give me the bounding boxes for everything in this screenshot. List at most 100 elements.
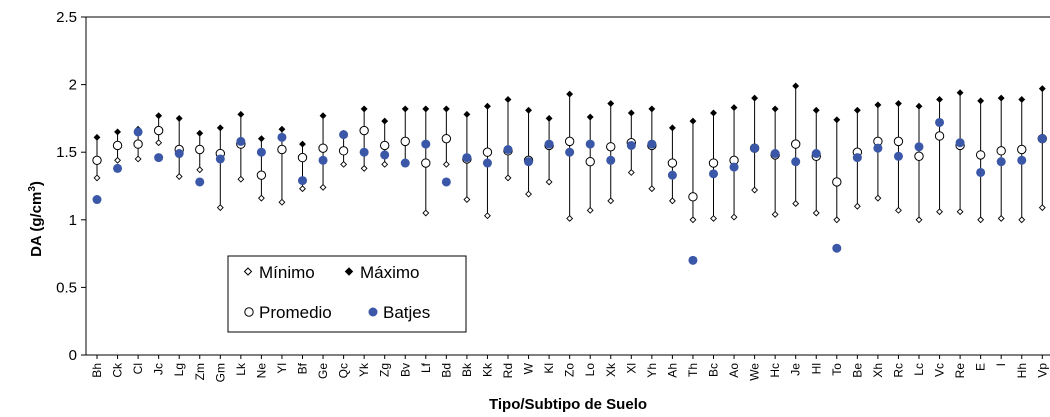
point-maximo: [1018, 96, 1026, 103]
point-minimo: [812, 209, 820, 217]
point-maximo: [915, 102, 923, 110]
point-minimo: [340, 160, 348, 168]
point-minimo: [319, 183, 327, 191]
point-maximo: [196, 129, 204, 137]
legend-label-promedio: Promedio: [259, 303, 332, 322]
point-promedio: [606, 142, 616, 152]
point-maximo: [730, 104, 738, 112]
x-tick-label: Bd: [439, 363, 453, 378]
x-tick-label: Zo: [563, 363, 577, 377]
x-tick-label: E: [974, 363, 988, 371]
legend-item-batjes: Batjes: [368, 303, 430, 322]
point-maximo: [504, 96, 512, 103]
point-batjes: [647, 139, 657, 149]
point-maximo: [586, 113, 594, 121]
point-promedio: [832, 177, 842, 187]
point-promedio: [380, 140, 390, 151]
plot-area: [85, 16, 1050, 356]
point-minimo: [771, 210, 779, 218]
point-maximo: [566, 90, 574, 98]
y-axis-title-end: ): [28, 181, 45, 186]
point-maximo: [812, 106, 820, 114]
point-minimo: [175, 173, 183, 180]
point-batjes: [565, 147, 575, 157]
point-batjes: [133, 127, 143, 137]
point-maximo: [381, 117, 389, 125]
point-minimo: [504, 174, 512, 182]
point-minimo: [895, 206, 902, 214]
y-tick-label: 0: [69, 347, 77, 364]
x-tick-label: Gm: [213, 363, 227, 382]
point-maximo: [956, 89, 964, 97]
point-promedio: [112, 140, 123, 151]
point-minimo: [833, 216, 841, 224]
point-minimo: [566, 215, 574, 222]
x-tick-label: Bv: [398, 363, 412, 377]
x-tick-label: Ne: [254, 363, 268, 379]
legend-marker-maximo: [344, 267, 354, 276]
point-promedio: [256, 170, 267, 180]
point-maximo: [689, 117, 697, 125]
legend-marker-minimo: [243, 267, 253, 276]
point-minimo: [155, 139, 163, 147]
point-batjes: [770, 149, 780, 159]
x-tick-label: Be: [850, 363, 864, 378]
point-maximo: [936, 96, 943, 103]
x-tick-label: Ck: [111, 362, 125, 378]
legend-box: [227, 255, 467, 333]
point-promedio: [564, 136, 575, 147]
x-tick-label: Vc: [933, 363, 947, 377]
point-maximo: [648, 105, 656, 113]
point-promedio: [297, 152, 308, 163]
point-minimo: [381, 160, 389, 168]
x-tick-label: Zg: [378, 363, 392, 377]
point-maximo: [997, 94, 1005, 102]
x-tick-label: Yk: [357, 362, 371, 377]
point-minimo: [997, 215, 1005, 222]
point-batjes: [92, 195, 102, 205]
point-promedio: [482, 147, 493, 157]
point-batjes: [709, 169, 718, 179]
point-minimo: [422, 209, 430, 217]
point-maximo: [237, 110, 245, 118]
point-minimo: [525, 190, 532, 198]
point-maximo: [114, 128, 121, 136]
point-promedio: [914, 151, 924, 161]
point-promedio: [338, 146, 349, 156]
point-minimo: [668, 197, 676, 205]
y-tick-label: 1.5: [56, 144, 77, 161]
point-batjes: [688, 255, 698, 265]
point-promedio: [893, 136, 904, 147]
point-batjes: [339, 130, 349, 140]
point-batjes: [154, 153, 164, 163]
point-maximo: [771, 105, 779, 113]
x-tick-label: Lo: [583, 363, 597, 377]
point-promedio: [708, 158, 719, 168]
point-batjes: [544, 139, 554, 149]
point-batjes: [277, 132, 287, 142]
x-axis-title: Tipo/Subtipo de Suelo: [489, 396, 647, 413]
point-minimo: [545, 178, 553, 186]
point-batjes: [914, 142, 924, 152]
point-minimo: [237, 175, 245, 183]
point-maximo: [484, 102, 491, 110]
point-maximo: [175, 114, 183, 122]
point-minimo: [196, 166, 204, 174]
point-maximo: [874, 101, 882, 109]
point-batjes: [791, 157, 801, 167]
point-batjes: [606, 155, 616, 165]
point-maximo: [668, 124, 676, 132]
point-batjes: [174, 149, 184, 159]
point-promedio: [133, 139, 143, 149]
point-maximo: [299, 140, 306, 148]
data-markers: [92, 82, 1048, 265]
x-tick-label: Bk: [460, 362, 474, 377]
legend-label-minimo: Mínimo: [259, 263, 315, 282]
point-batjes: [462, 153, 472, 163]
x-tick-label: Xl: [624, 363, 638, 374]
point-batjes: [976, 167, 986, 177]
point-promedio: [1017, 144, 1027, 155]
legend-item-maximo: Máximo: [344, 263, 420, 282]
x-tick-label: Zm: [193, 363, 207, 380]
x-tick-label: Cl: [131, 363, 145, 374]
